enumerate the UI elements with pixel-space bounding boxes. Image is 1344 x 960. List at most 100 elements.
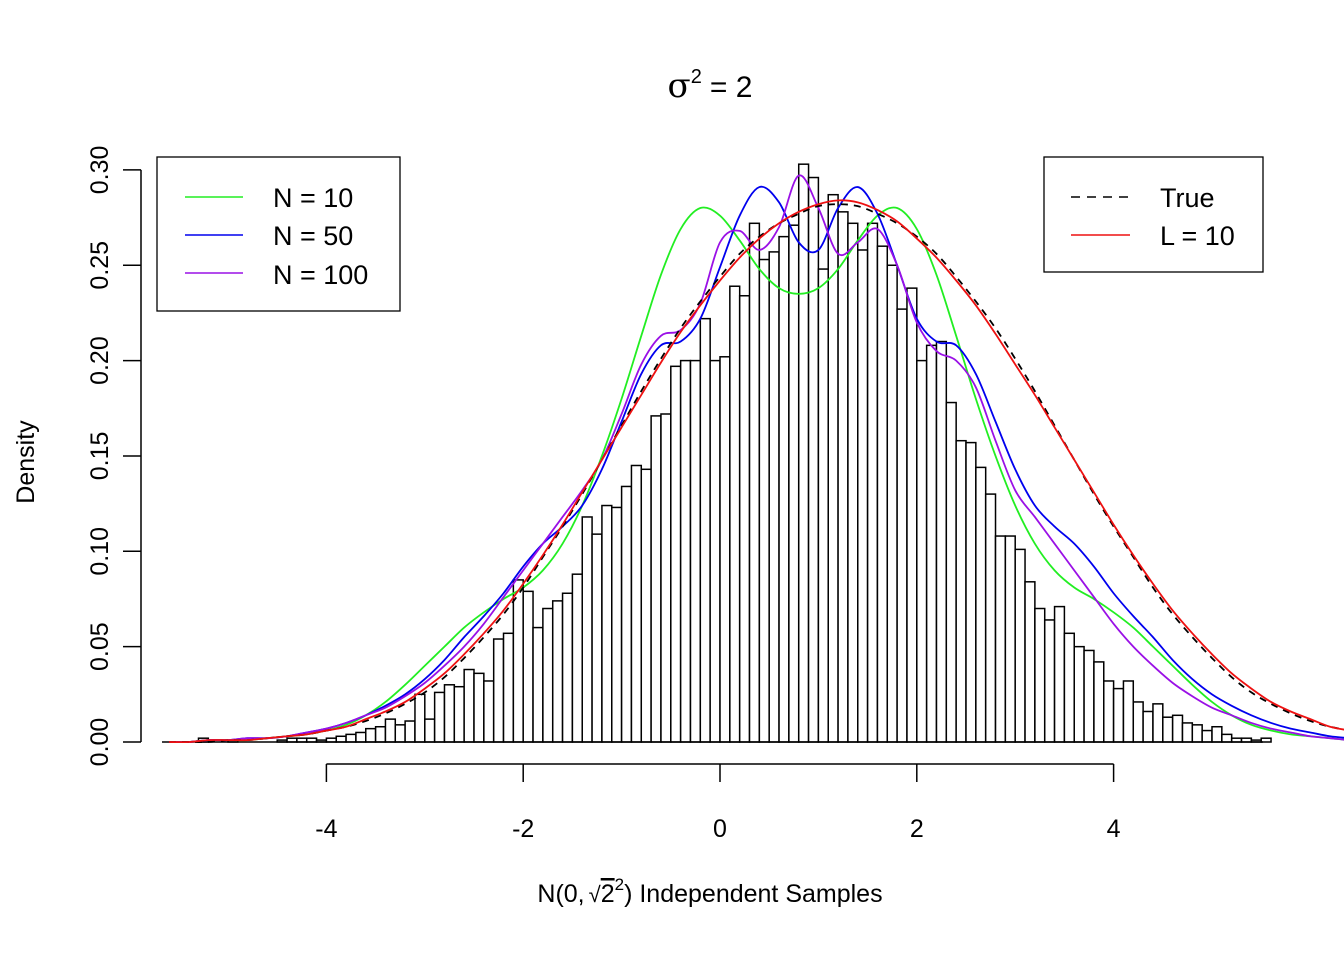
histogram-bar [1152,703,1164,743]
histogram-bar [945,401,957,743]
histogram-bar [719,356,731,743]
histogram-bar [1211,725,1223,743]
histogram-bar [551,600,564,743]
xlabel-suffix: ) Independent Samples [624,880,883,908]
histogram-bar [975,466,987,743]
histogram-bar [758,258,770,743]
x-axis-label: N(0, √22) Independent Samples [537,875,882,908]
legend-right: True L = 10 [1043,156,1264,273]
y-tick-label: 0.05 [86,622,114,671]
histogram-bar [1201,729,1213,743]
curve-n-10 [168,206,1344,744]
histogram-bar [660,413,672,743]
histogram-bar [335,735,347,743]
histogram-bar [689,359,702,743]
legend-left-box [156,156,401,312]
histogram-bar [345,733,357,743]
legend-left: N = 10 N = 50 N = 100 [156,156,401,312]
histogram-bar [404,720,416,743]
histogram-bar [847,222,859,743]
histogram-bar [473,672,485,743]
histogram-bar [365,727,377,743]
histogram-bar [768,251,780,743]
histogram-bar [679,359,692,743]
histogram-bar [463,668,475,743]
y-tick-label: 0.30 [86,146,114,195]
histogram-bar [1260,737,1272,743]
xlabel-exponent: 2 [615,875,624,894]
histogram-bar [512,579,524,743]
histogram-bar [866,222,879,743]
histogram-bar [581,516,593,743]
curve-true [168,203,1344,744]
histogram-bar [433,691,446,743]
histogram-bar [1191,724,1203,743]
histogram-bar [886,264,898,743]
histogram-bar [827,193,839,743]
y-axis-label: Density [12,420,40,504]
histogram-bar [492,638,505,743]
axes: -4 -2 0 2 4 0.00 0.05 0.10 0.15 0.20 0.25 0.30 [86,146,1121,843]
histogram-bar [630,464,643,743]
x-tick-label: -4 [315,815,337,843]
histogram-bars [162,163,1272,743]
histogram-bar [1221,733,1233,743]
histogram-bar [1004,535,1016,743]
curve-l-10 [168,199,1344,744]
histogram-bar [1142,710,1154,743]
y-tick-label: 0.20 [86,336,114,385]
histogram-bar [1083,649,1095,743]
histogram-bar [650,415,662,743]
histogram-bar [374,725,387,743]
histogram-bar [1014,548,1026,743]
x-tick-label: -2 [512,815,534,843]
histogram-bar [443,684,456,743]
histogram-bar [424,718,436,743]
histogram-bar [483,680,495,743]
histogram-bar [561,592,574,743]
histogram-bar [640,468,652,743]
sqrt-symbol: √ [589,882,602,907]
histogram-bar [748,222,761,743]
histogram-bar [542,607,554,743]
histogram-bar [1112,687,1125,743]
xlabel-radicand: 2 [601,880,615,908]
histogram-bar [414,693,426,743]
y-tick-label: 0.15 [86,432,114,481]
x-tick-label: 2 [910,815,924,843]
histogram-bar [355,731,367,743]
histogram-bar [1162,716,1174,743]
x-tick-label: 0 [713,815,727,843]
histogram-bar [453,685,465,743]
legend-label-n10: N = 10 [273,183,353,213]
y-tick-label: 0.00 [86,718,114,767]
histogram-bar [788,224,800,743]
title-equals: = 2 [710,71,753,104]
density-curves [168,174,1344,744]
histogram-bar [591,533,603,743]
histogram-bar [778,235,790,743]
histogram-bar [1122,680,1135,743]
title-exponent: 2 [691,66,702,88]
histogram-bar [876,245,889,743]
legend-label-n50: N = 50 [273,221,353,251]
histogram-bar [611,506,623,743]
histogram-bar [1053,605,1066,743]
histogram-bar [1063,632,1075,743]
histogram-bar [571,573,583,743]
histogram-bar [935,340,948,743]
xlabel-prefix: N(0, [537,880,584,908]
histogram-bar [670,365,682,743]
histogram-bar [906,287,918,743]
histogram-bar [729,285,741,743]
title-sigma: σ [668,66,691,106]
histogram-bar [620,485,633,743]
legend-right-box [1043,156,1264,273]
histogram-bar [699,317,711,743]
histogram-bar [1103,680,1115,743]
histogram-bar [1171,714,1184,743]
histogram-bar [502,632,515,743]
histogram-bar [1132,701,1144,743]
histogram-bar [1093,661,1105,743]
histogram-bar [1181,722,1194,743]
